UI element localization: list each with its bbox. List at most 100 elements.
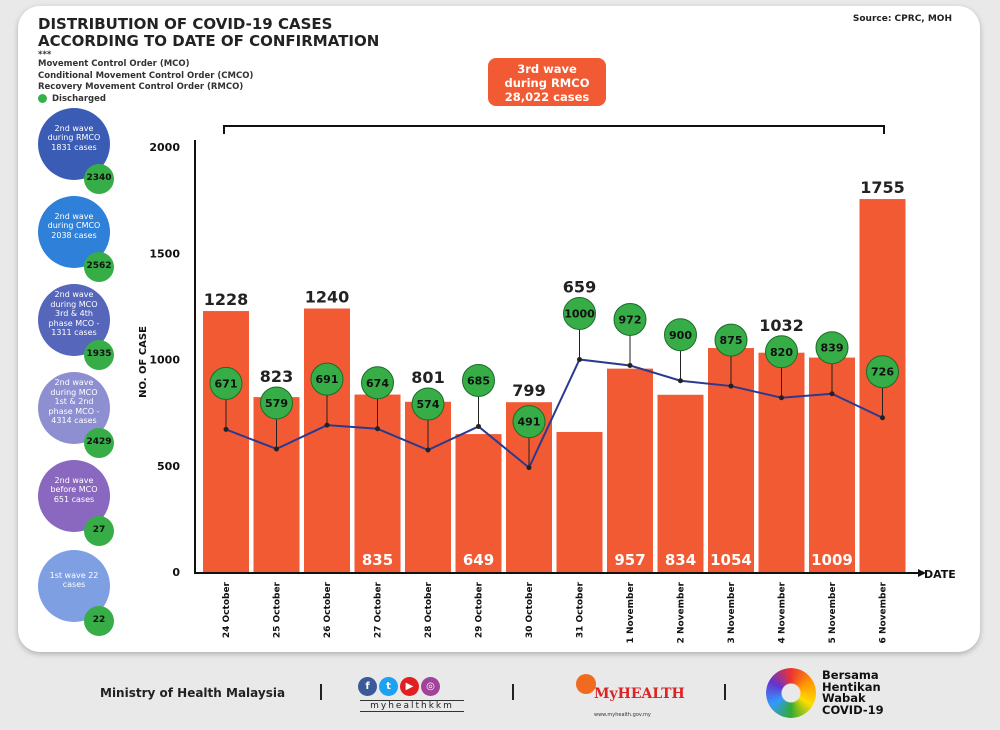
discharged-value-label: 900 (669, 329, 692, 342)
divider (724, 684, 726, 700)
bar-value-label: 659 (563, 278, 596, 297)
discharged-marker (714, 323, 748, 357)
campaign-line: COVID-19 (822, 702, 884, 717)
legend: *** Movement Control Order (MCO) Conditi… (38, 50, 254, 106)
x-tick-label: 29 October (475, 581, 485, 638)
instagram-icon[interactable]: ◎ (421, 677, 440, 696)
legend-cmco: Conditional Movement Control Order (CMCO… (38, 70, 254, 81)
discharged-marker (664, 318, 697, 352)
wave-bubble: 2nd wave before MCO 651 cases 27 (38, 460, 114, 546)
wave-bubble: 2nd wave during MCO 1st & 2nd phase MCO … (38, 372, 114, 458)
wave-bubble: 1st wave 22 cases 22 (38, 550, 114, 636)
footer: Ministry of Health Malaysia f t ▶ ◎ myhealt… (0, 660, 1000, 730)
legend-marker: *** (38, 50, 52, 60)
bar-value-label: 957 (614, 551, 645, 569)
wave-label-box: 2nd wave during MCO 3rd & 4th phase MCO … (43, 289, 105, 339)
bar-value-label: 1054 (710, 551, 752, 569)
x-tick-label: 2 November (677, 581, 687, 643)
discharged-point (476, 423, 481, 429)
wave-label: 2nd wave during CMCO 2038 cases (47, 211, 101, 240)
bar-value-label: 1009 (811, 551, 853, 569)
source: Source: CPRC, MOH (852, 14, 952, 24)
wave-bracket (223, 125, 885, 134)
campaign-line: Bersama (822, 668, 879, 682)
discharged-value-label: 875 (720, 334, 743, 347)
ball-icon (576, 674, 596, 694)
discharged-label: Discharged (52, 93, 106, 104)
bar-value-label: 834 (665, 551, 696, 569)
bar-value-label: 799 (512, 381, 545, 400)
discharged-point (324, 422, 330, 428)
y-tick-label: 1000 (149, 354, 180, 367)
wave-line-3: 28,022 cases (504, 90, 590, 104)
youtube-icon[interactable]: ▶ (400, 677, 419, 696)
discharged-value-label: 685 (467, 374, 490, 387)
discharged-marker (563, 297, 596, 330)
bar (607, 368, 653, 572)
myhealth-logo: MyHEALTH www.myhealth.gov.my (568, 674, 688, 724)
bar-value-label: 1032 (759, 316, 804, 335)
y-tick-label: 500 (157, 460, 180, 473)
discharged-point (678, 378, 683, 384)
wave-label-box: 2nd wave during RMCO 1831 cases (43, 113, 105, 163)
ministry-name: Ministry of Health Malaysia (100, 686, 286, 700)
discharged-marker (765, 335, 798, 369)
discharged-marker (613, 302, 647, 336)
discharged-dot-icon (38, 93, 47, 103)
discharged-value-label: 491 (518, 416, 541, 429)
discharged-marker (815, 331, 849, 365)
wave-label-box: 2nd wave before MCO 651 cases (43, 465, 105, 515)
wave-discharged-count: 1935 (84, 340, 114, 370)
discharged-value-label: 579 (265, 397, 288, 410)
campaign-line: Wabak (822, 691, 866, 705)
discharged-point (223, 426, 229, 432)
y-tick-label: 1500 (149, 247, 180, 260)
wave-discharged-count: 2340 (84, 164, 114, 194)
discharged-value-label: 674 (366, 377, 389, 390)
discharged-marker (462, 363, 495, 397)
discharged-marker (512, 405, 546, 439)
wave-discharged-count: 2429 (84, 428, 114, 458)
discharged-value-label: 691 (316, 373, 339, 386)
discharged-point (375, 426, 380, 432)
bar (657, 394, 704, 572)
wave-label: 2nd wave during MCO 1st & 2nd phase MCO … (48, 378, 100, 426)
wave-label: 2nd wave during MCO 3rd & 4th phase MCO … (48, 290, 100, 338)
x-tick-label: 31 October (576, 581, 586, 638)
x-axis-arrow-icon (918, 569, 926, 577)
x-axis-label: DATE (924, 568, 956, 581)
legend-mco: Movement Control Order (MCO) (38, 59, 190, 69)
discharged-point (577, 357, 582, 362)
discharged-marker (866, 355, 899, 389)
discharged-point (526, 465, 532, 471)
discharged-point (627, 362, 633, 368)
wave-bubble: 2nd wave during RMCO 1831 cases 2340 (38, 108, 114, 194)
wave-line-1: 3rd wave (517, 62, 577, 76)
x-tick-label: 5 November (828, 581, 838, 643)
discharged-value-label: 972 (619, 313, 642, 326)
bar (455, 434, 502, 572)
wave-label-box: 2nd wave during CMCO 2038 cases (43, 201, 105, 251)
x-tick-label: 6 November (879, 581, 889, 643)
x-tick-label: 3 November (727, 581, 737, 643)
wave-discharged-count: 27 (84, 516, 114, 546)
discharged-point (728, 383, 734, 389)
x-tick-label: 27 October (374, 581, 384, 638)
bar-value-label: 1755 (860, 178, 905, 197)
x-tick-label: 30 October (525, 581, 535, 638)
twitter-icon[interactable]: t (379, 677, 398, 696)
wave-label: 2nd wave before MCO 651 cases (50, 475, 98, 504)
campaign-logo-icon (766, 668, 816, 718)
discharged-point (829, 391, 835, 397)
discharged-value-label: 839 (821, 342, 844, 355)
bar (556, 431, 603, 572)
x-tick-label: 26 October (323, 581, 333, 638)
discharged-value-label: 726 (871, 366, 894, 379)
wave-label-box: 1st wave 22 cases (43, 555, 105, 605)
legend-discharged: Discharged (38, 93, 253, 106)
discharged-point (880, 415, 885, 421)
campaign-text: Bersama Hentikan Wabak COVID-19 (822, 668, 884, 717)
facebook-icon[interactable]: f (358, 677, 377, 696)
divider (512, 684, 514, 700)
bar-value-label: 1228 (204, 290, 249, 309)
